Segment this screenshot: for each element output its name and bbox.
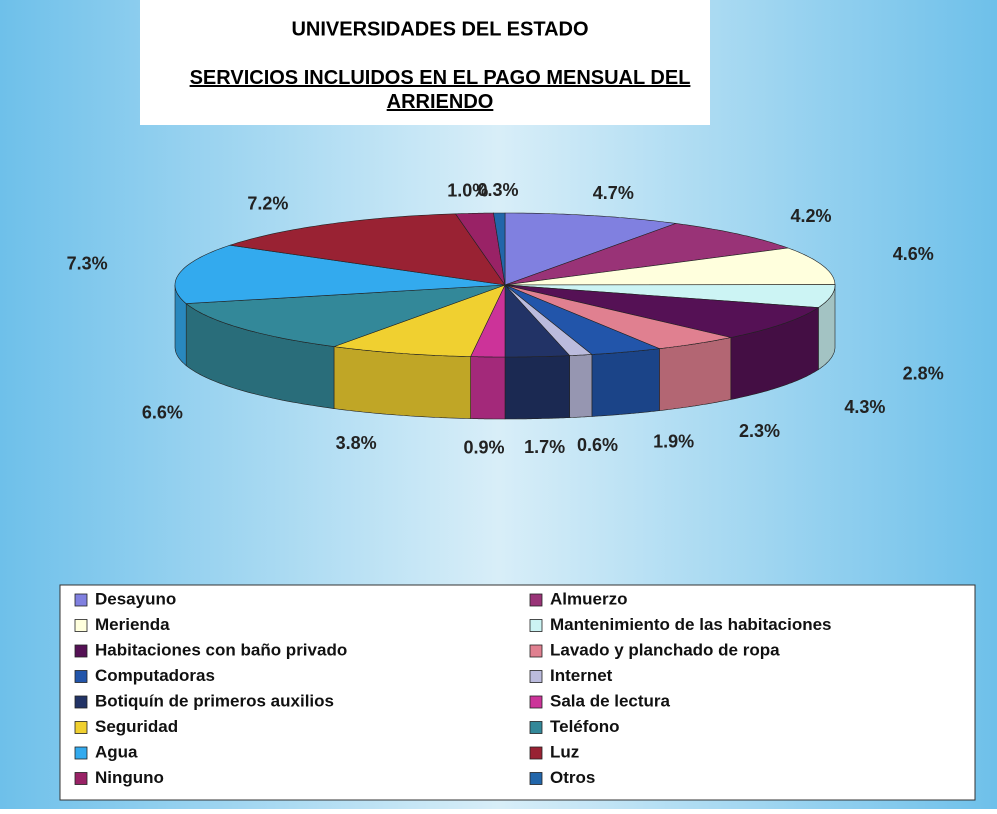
legend-label: Merienda: [95, 615, 170, 634]
legend-swatch: [74, 670, 88, 683]
legend-swatch: [74, 644, 88, 658]
legend-box: [59, 584, 976, 801]
legend-swatch: [529, 619, 543, 632]
legend-swatch: [529, 721, 543, 734]
legend-label: Otros: [550, 768, 595, 787]
slice: [229, 213, 506, 286]
legend-swatch: [529, 644, 543, 658]
data-label: 7.2%: [247, 194, 288, 214]
legend-swatch: [529, 772, 543, 785]
data-label: 4.3%: [844, 397, 885, 417]
slice: [504, 284, 571, 358]
slice: [493, 212, 506, 286]
legend-swatch: [74, 746, 88, 760]
data-label: 2.8%: [903, 363, 944, 383]
legend-swatch: [74, 593, 88, 607]
slice: [504, 284, 661, 355]
legend-label: Habitaciones con baño privado: [95, 640, 347, 659]
legend-label: Botiquín de primeros auxilios: [95, 691, 334, 710]
legend-swatch: [529, 695, 543, 709]
slice: [504, 223, 789, 286]
legend-label: Desayuno: [95, 589, 176, 608]
data-label: 1.9%: [653, 431, 694, 451]
legend-label: Luz: [550, 742, 579, 761]
data-label: 1.7%: [524, 437, 565, 457]
legend-label: Ninguno: [95, 768, 164, 787]
slice: [174, 244, 506, 304]
data-label: 1.0%: [447, 180, 488, 200]
subtitle-box: SERVICIOS INCLUIDOS EN EL PAGO MENSUAL D…: [189, 67, 691, 113]
legend-label: Almuerzo: [550, 589, 627, 608]
slice: [504, 284, 820, 338]
legend-label: Seguridad: [95, 717, 178, 736]
legend-label: Computadoras: [95, 666, 215, 685]
data-label: 0.3%: [477, 180, 518, 200]
data-label: 0.6%: [577, 435, 618, 455]
slice-side: [569, 354, 593, 418]
data-label: 4.2%: [791, 206, 832, 226]
legend-label: Agua: [95, 742, 138, 761]
slice: [333, 284, 506, 357]
data-label: 4.7%: [593, 183, 634, 203]
slice: [454, 212, 506, 286]
chart-title: UNIVERSIDADES DEL ESTADO: [291, 18, 588, 40]
slice: [504, 284, 593, 356]
legend-swatch: [74, 772, 88, 785]
slice-side: [504, 355, 570, 420]
legend-swatch: [529, 670, 543, 683]
data-label: 3.8%: [336, 433, 377, 453]
legend-label: Sala de lectura: [550, 691, 671, 710]
slice-side: [333, 346, 471, 419]
slice: [504, 247, 836, 286]
data-label: 4.6%: [893, 244, 934, 264]
slice-side: [659, 337, 732, 411]
legend-swatch: [74, 619, 88, 632]
legend-swatch: [74, 721, 88, 734]
data-label: 6.6%: [142, 402, 183, 422]
legend-label: Teléfono: [550, 717, 620, 736]
slice-side: [591, 348, 660, 417]
data-label: 2.3%: [739, 421, 780, 441]
chart-subtitle: SERVICIOS INCLUIDOS EN EL PAGO MENSUAL D…: [189, 67, 691, 113]
legend-label: Lavado y planchado de ropa: [550, 640, 780, 659]
legend-label: Mantenimiento de las habitaciones: [550, 615, 832, 634]
data-label: 0.9%: [463, 437, 504, 457]
slice: [504, 284, 731, 349]
slice: [504, 284, 836, 308]
legend-swatch: [529, 593, 543, 607]
slice: [504, 212, 677, 286]
legend-swatch: [74, 695, 88, 709]
legend-swatch: [529, 746, 543, 760]
legend-label: Internet: [550, 666, 613, 685]
slice-side: [470, 356, 506, 420]
slice: [185, 284, 506, 347]
title-box: [140, 0, 710, 125]
data-label: 7.3%: [67, 254, 108, 274]
